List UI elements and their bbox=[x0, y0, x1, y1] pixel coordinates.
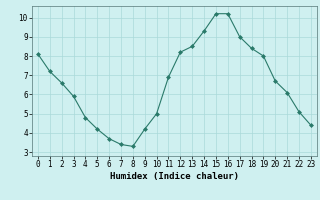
X-axis label: Humidex (Indice chaleur): Humidex (Indice chaleur) bbox=[110, 172, 239, 181]
